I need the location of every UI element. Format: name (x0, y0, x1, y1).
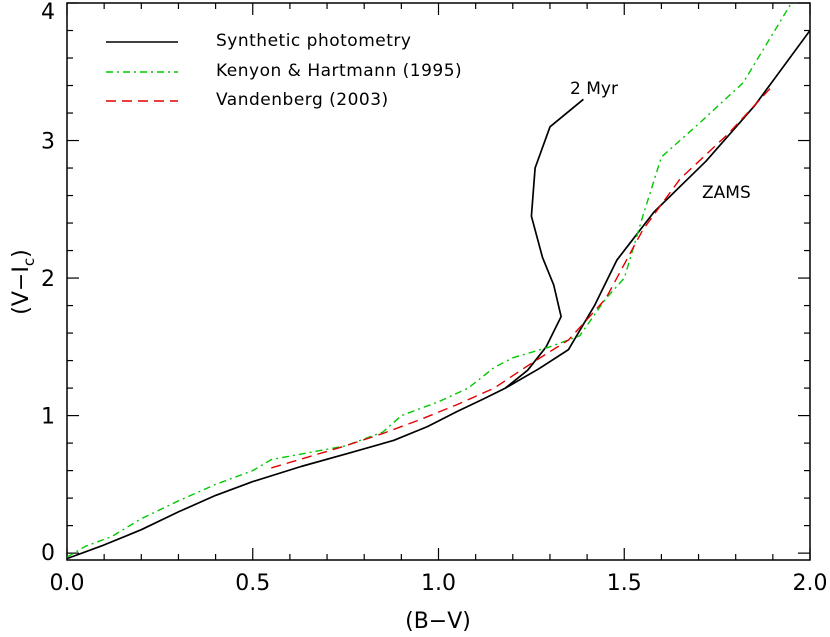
y-tick-label: 0 (41, 541, 55, 566)
legend: Synthetic photometry Kenyon & Hartmann (… (106, 31, 462, 110)
x-tick-label: 1.5 (607, 571, 642, 596)
legend-label-kenyon: Kenyon & Hartmann (1995) (216, 61, 462, 81)
y-tick-label: 1 (41, 405, 55, 430)
series-line-2 (67, 3, 792, 558)
legend-label-vandenberg: Vandenberg (2003) (216, 90, 389, 110)
series-line-3 (271, 85, 774, 469)
x-tick-label: 1.0 (421, 571, 456, 596)
annotation-2-myr: 2 Myr (570, 79, 618, 99)
x-axis-title: (B−V) (405, 609, 471, 634)
x-tick-label: 2.0 (793, 571, 828, 596)
annotation-zams: ZAMS (702, 183, 751, 203)
y-tick-label: 4 (41, 0, 55, 25)
legend-label-synthetic: Synthetic photometry (216, 31, 411, 51)
y-axis-title: (V−Ic) (9, 249, 38, 314)
series-line-1 (504, 98, 584, 389)
series-line-0 (67, 29, 810, 560)
y-axis-title-subscript: c (20, 258, 38, 266)
x-tick-label: 0.5 (235, 571, 270, 596)
y-axis-title-close: ) (9, 249, 34, 258)
y-tick-label: 3 (41, 130, 55, 155)
y-tick-label: 2 (41, 267, 55, 292)
plot-frame (66, 2, 811, 561)
x-tick-label: 0.0 (50, 571, 85, 596)
y-axis-title-main: (V−I (9, 266, 34, 315)
